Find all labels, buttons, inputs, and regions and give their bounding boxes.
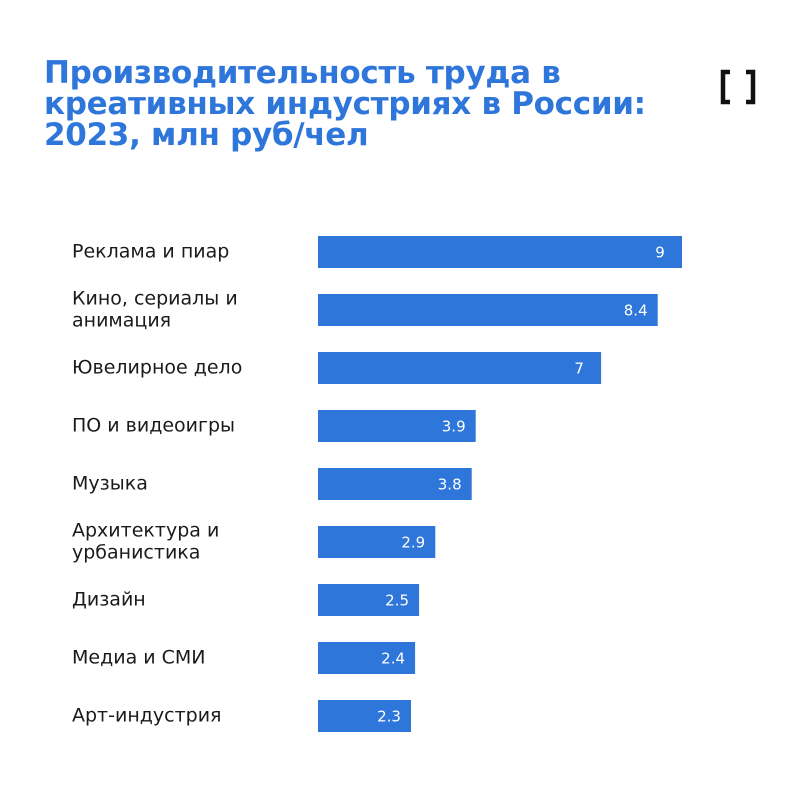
bar-1 [318, 294, 658, 326]
category-label-4: Музыка [72, 473, 148, 495]
bar-2 [318, 352, 602, 384]
category-label-line: Кино, сериалы и [72, 288, 238, 310]
value-label-3: 3.9 [442, 418, 466, 436]
value-label-1: 8.4 [624, 302, 648, 320]
category-label-3: ПО и видеоигры [72, 415, 235, 437]
chart-title: Производительность труда в креативных ин… [44, 55, 646, 153]
value-label-4: 3.8 [438, 476, 462, 494]
bar-8 [318, 700, 411, 732]
category-label-line: Реклама и пиар [72, 241, 229, 263]
bracket-logo-icon [720, 69, 756, 105]
category-label-line: Медиа и СМИ [72, 647, 206, 669]
category-label-line: ПО и видеоигры [72, 415, 235, 437]
category-label-line: Ювелирное дело [72, 357, 242, 379]
category-label-line: Арт-индустрия [72, 705, 222, 727]
category-label-6: Дизайн [72, 589, 146, 611]
bar-3 [318, 410, 476, 442]
category-label-line: урбанистика [72, 542, 200, 564]
category-label-line: Дизайн [72, 589, 146, 611]
bar-6 [318, 584, 420, 616]
bar-0 [318, 236, 682, 268]
category-label-line: Музыка [72, 473, 148, 495]
category-label-7: Медиа и СМИ [72, 647, 206, 669]
category-label-1: Кино, сериалы и анимация [72, 288, 238, 332]
category-label-line: анимация [72, 310, 171, 332]
value-label-2: 7 [574, 360, 584, 378]
bar-5 [318, 526, 436, 558]
value-label-5: 2.9 [401, 534, 425, 552]
value-label-6: 2.5 [385, 592, 409, 610]
category-label-line: Архитектура и [72, 520, 219, 542]
bar-7 [318, 642, 416, 674]
category-label-2: Ювелирное дело [72, 357, 242, 379]
value-label-8: 2.3 [377, 708, 401, 726]
category-label-0: Реклама и пиар [72, 241, 229, 263]
value-label-7: 2.4 [381, 650, 405, 668]
category-label-5: Архитектура и урбанистика [72, 520, 219, 564]
value-label-0: 9 [655, 244, 665, 262]
bar-4 [318, 468, 472, 500]
category-label-8: Арт-индустрия [72, 705, 222, 727]
